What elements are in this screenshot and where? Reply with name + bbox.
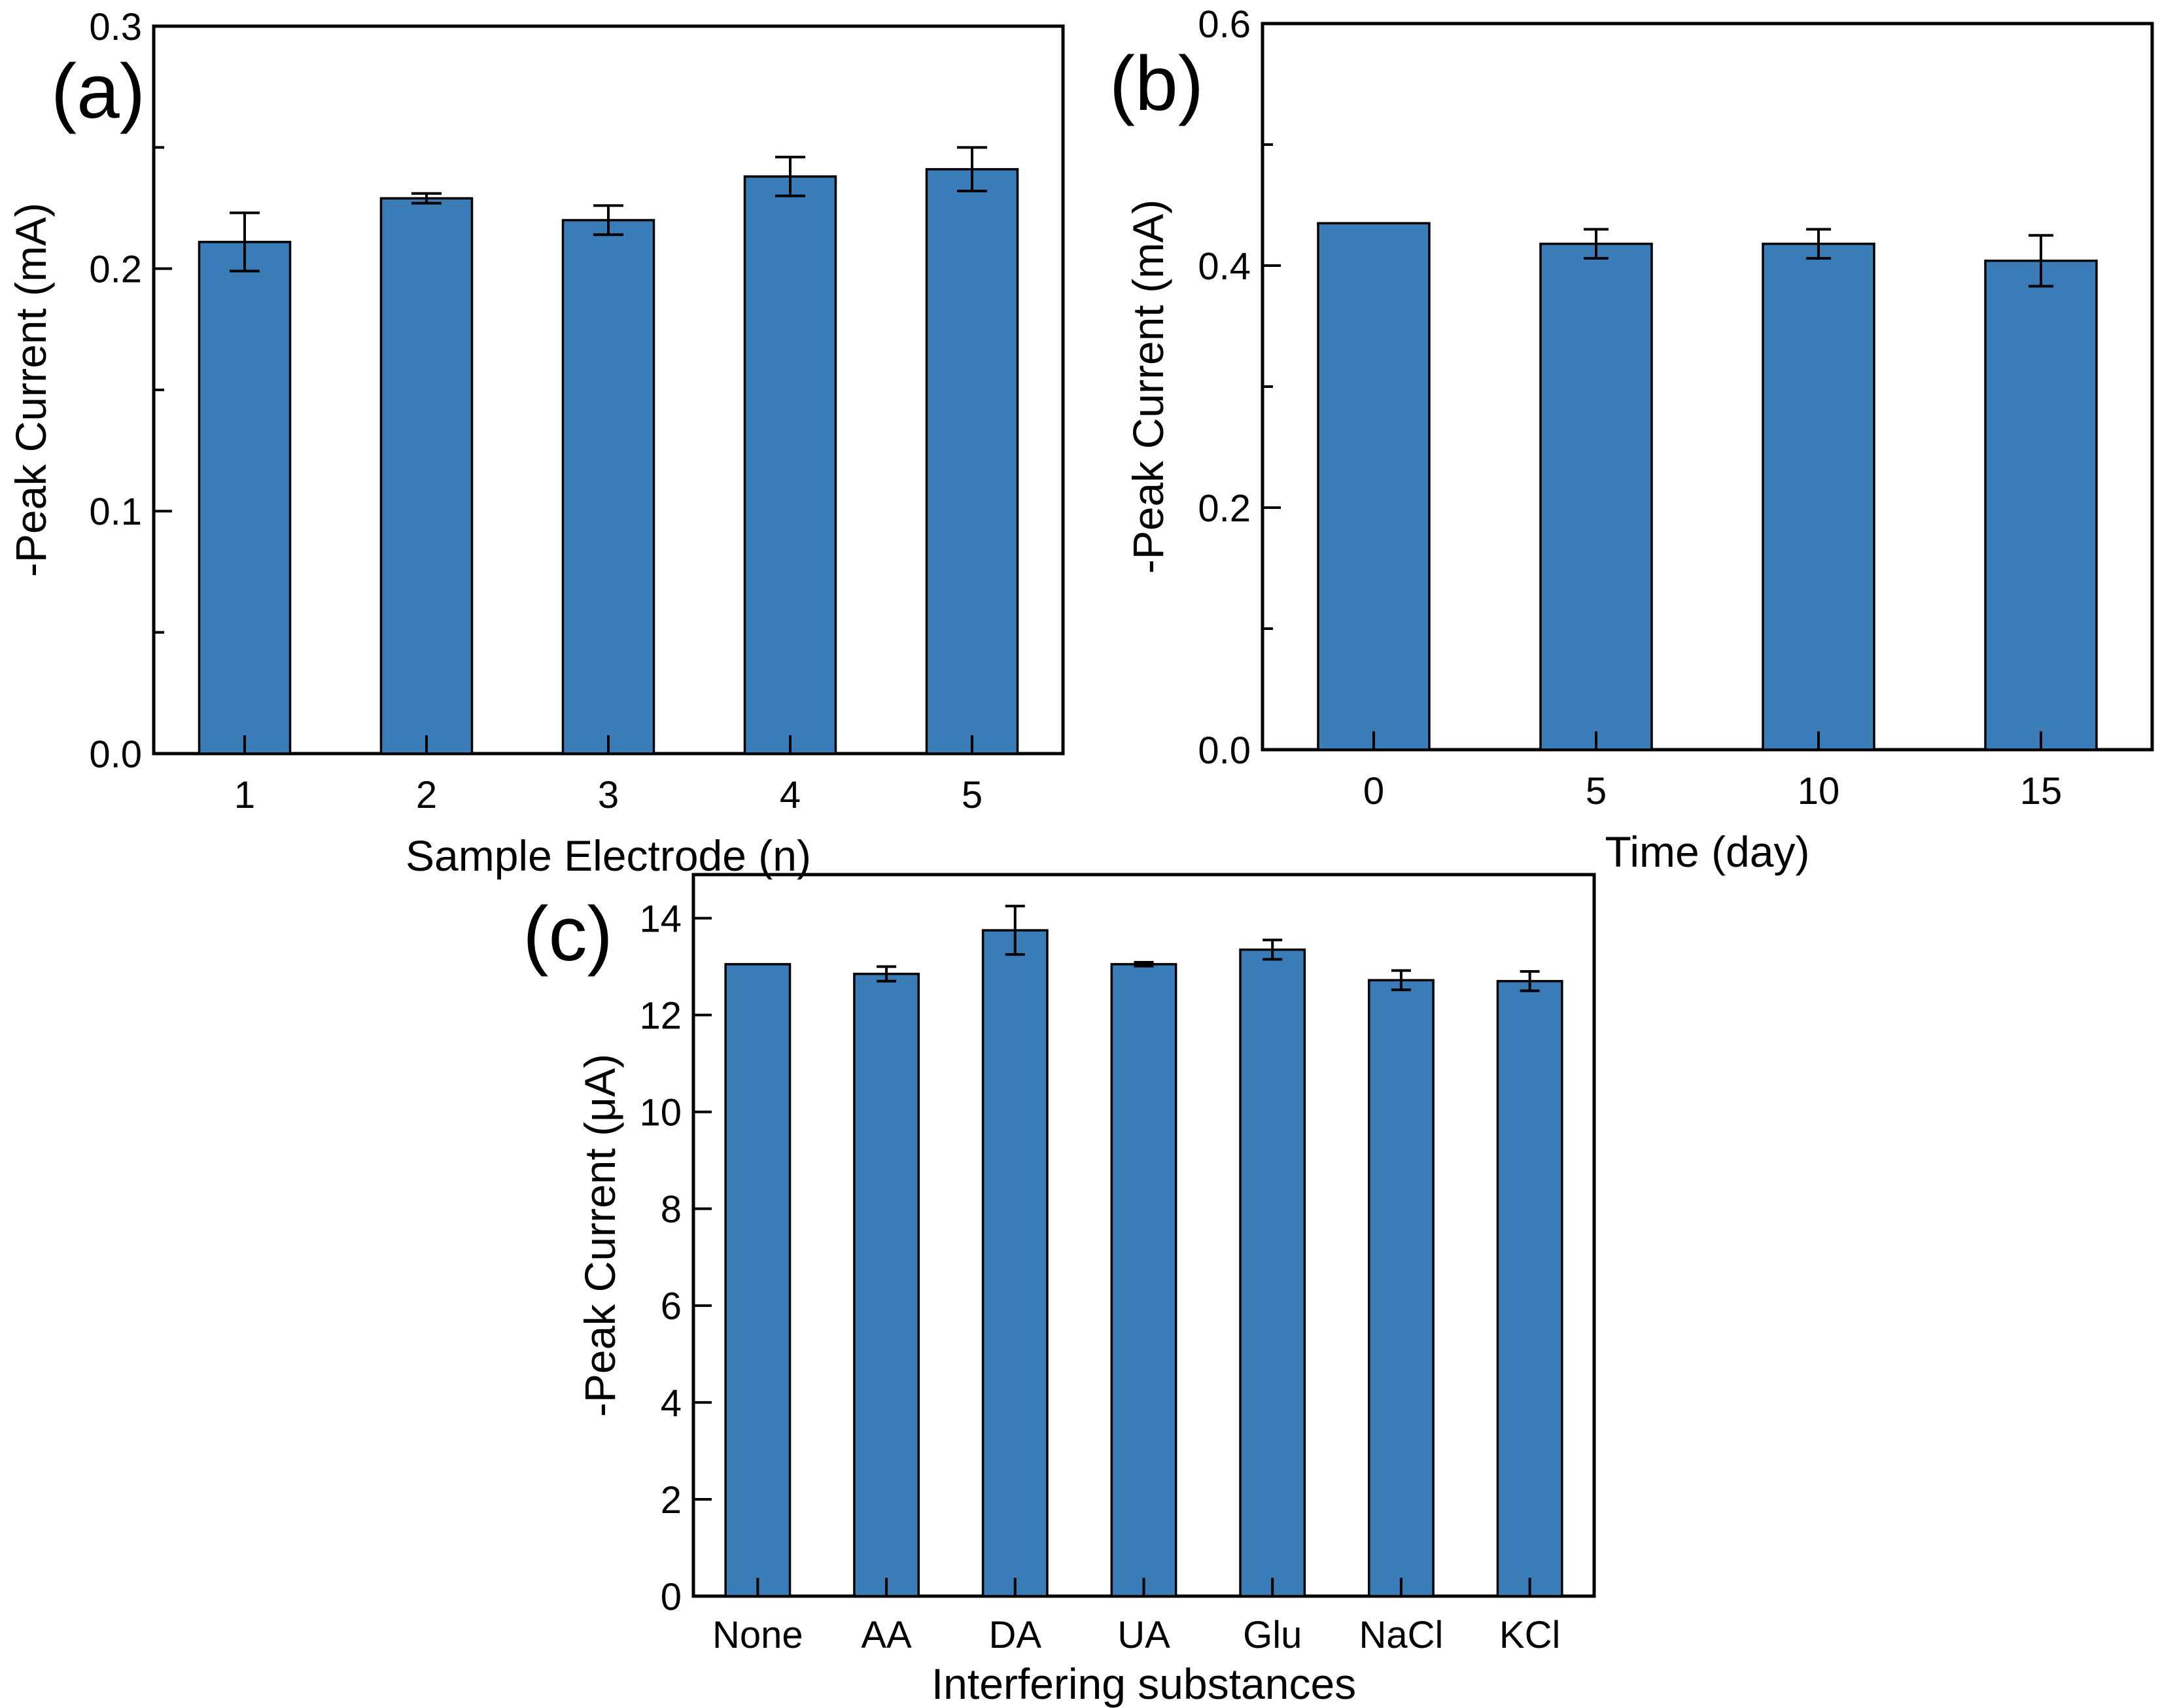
y-tick-label: 0.0	[1198, 729, 1251, 772]
x-tick-label: Glu	[1243, 1614, 1302, 1656]
y-tick-label: 0	[661, 1576, 682, 1618]
y-tick-label: 4	[661, 1382, 682, 1425]
x-tick-label: 5	[962, 774, 983, 816]
y-tick-label: 12	[639, 995, 682, 1037]
x-tick-label: 15	[2020, 770, 2063, 812]
x-tick-label: 10	[1798, 770, 1840, 812]
y-tick-label: 2	[661, 1479, 682, 1522]
bar-5	[1539, 242, 1653, 751]
bar-5	[925, 167, 1019, 755]
y-tick-label: 10	[639, 1092, 682, 1134]
bar-1	[198, 241, 292, 755]
bar-None	[724, 963, 792, 1597]
y-tick-label: 0.2	[1198, 487, 1251, 530]
panel-label-c: (c)	[523, 891, 613, 977]
y-tick-label: 0.3	[89, 6, 142, 48]
x-tick-label: 4	[780, 774, 801, 816]
y-tick-label: 14	[639, 898, 682, 941]
x-tick-label: DA	[988, 1614, 1041, 1656]
x-tick-label: 3	[598, 774, 619, 816]
y-axis-title: -Peak Current (μA)	[576, 1054, 624, 1417]
bar-NaCl	[1368, 979, 1435, 1597]
bar-DA	[981, 929, 1049, 1597]
x-axis-title: Interfering substances	[932, 1660, 1356, 1708]
panel-a: 0.0 0.1 0.2 0.3 1 2 3 4 5 Sample Electrode (n) -Pe…	[7, 6, 1065, 880]
bar-Glu	[1239, 948, 1306, 1597]
y-tick-label: 0.2	[89, 249, 142, 291]
x-tick-label: 2	[416, 774, 437, 816]
bar-3	[561, 218, 655, 755]
bar-15	[1984, 259, 2098, 751]
y-tick-label: 0.6	[1198, 3, 1251, 46]
x-tick-label: NaCl	[1359, 1614, 1443, 1656]
x-tick-label: AA	[861, 1614, 912, 1656]
x-axis-title: Time (day)	[1605, 828, 1810, 876]
x-tick-label: UA	[1117, 1614, 1170, 1656]
panel-c: 0 2 4 6 8 10 12 14 None AA DA UA Glu NaCl KCl Interferi…	[576, 873, 1596, 1708]
panel-label-a: (a)	[50, 48, 146, 135]
x-tick-label: None	[712, 1614, 803, 1656]
bar-2	[379, 197, 474, 755]
y-tick-label: 8	[661, 1189, 682, 1231]
panel-label-b: (b)	[1109, 41, 1204, 127]
y-tick-label: 0.1	[89, 491, 142, 533]
bar-UA	[1110, 963, 1177, 1597]
bar-0	[1317, 222, 1431, 751]
y-axis-title: -Peak Current (mA)	[1124, 200, 1172, 574]
x-axis-title: Sample Electrode (n)	[406, 831, 811, 880]
y-tick-label: 0.4	[1198, 245, 1251, 288]
x-tick-label: 1	[234, 774, 255, 816]
x-tick-label: 5	[1586, 770, 1607, 812]
x-tick-label: KCl	[1499, 1614, 1560, 1656]
y-tick-label: 0.0	[89, 733, 142, 776]
y-axis-title: -Peak Current (mA)	[7, 203, 55, 577]
bar-4	[743, 175, 837, 755]
bar-AA	[853, 973, 920, 1597]
x-tick-label: 0	[1363, 770, 1384, 812]
y-tick-label: 6	[661, 1285, 682, 1328]
bar-KCl	[1496, 980, 1563, 1597]
panel-b: 0.0 0.2 0.4 0.6 0 5 10 15 Time (day) -Peak Curren…	[1124, 3, 2154, 876]
bar-10	[1762, 242, 1875, 751]
